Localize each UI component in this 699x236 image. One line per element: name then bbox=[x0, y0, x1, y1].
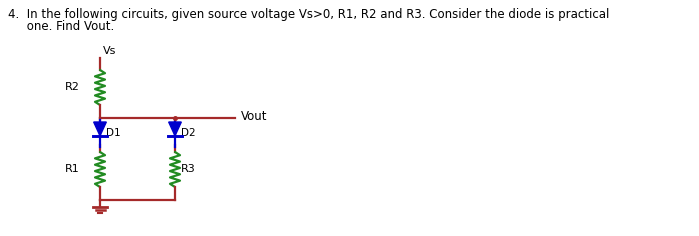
Text: D1: D1 bbox=[106, 128, 121, 139]
Polygon shape bbox=[94, 122, 106, 136]
Text: R1: R1 bbox=[65, 164, 80, 174]
Text: R2: R2 bbox=[65, 83, 80, 93]
Text: 4.  In the following circuits, given source voltage Vs>0, R1, R2 and R3. Conside: 4. In the following circuits, given sour… bbox=[8, 8, 610, 21]
Text: Vout: Vout bbox=[241, 110, 268, 122]
Polygon shape bbox=[168, 122, 181, 136]
Text: D2: D2 bbox=[181, 128, 196, 139]
Text: one. Find Vout.: one. Find Vout. bbox=[8, 20, 114, 33]
Text: Vs: Vs bbox=[103, 46, 116, 56]
Text: R3: R3 bbox=[181, 164, 196, 174]
